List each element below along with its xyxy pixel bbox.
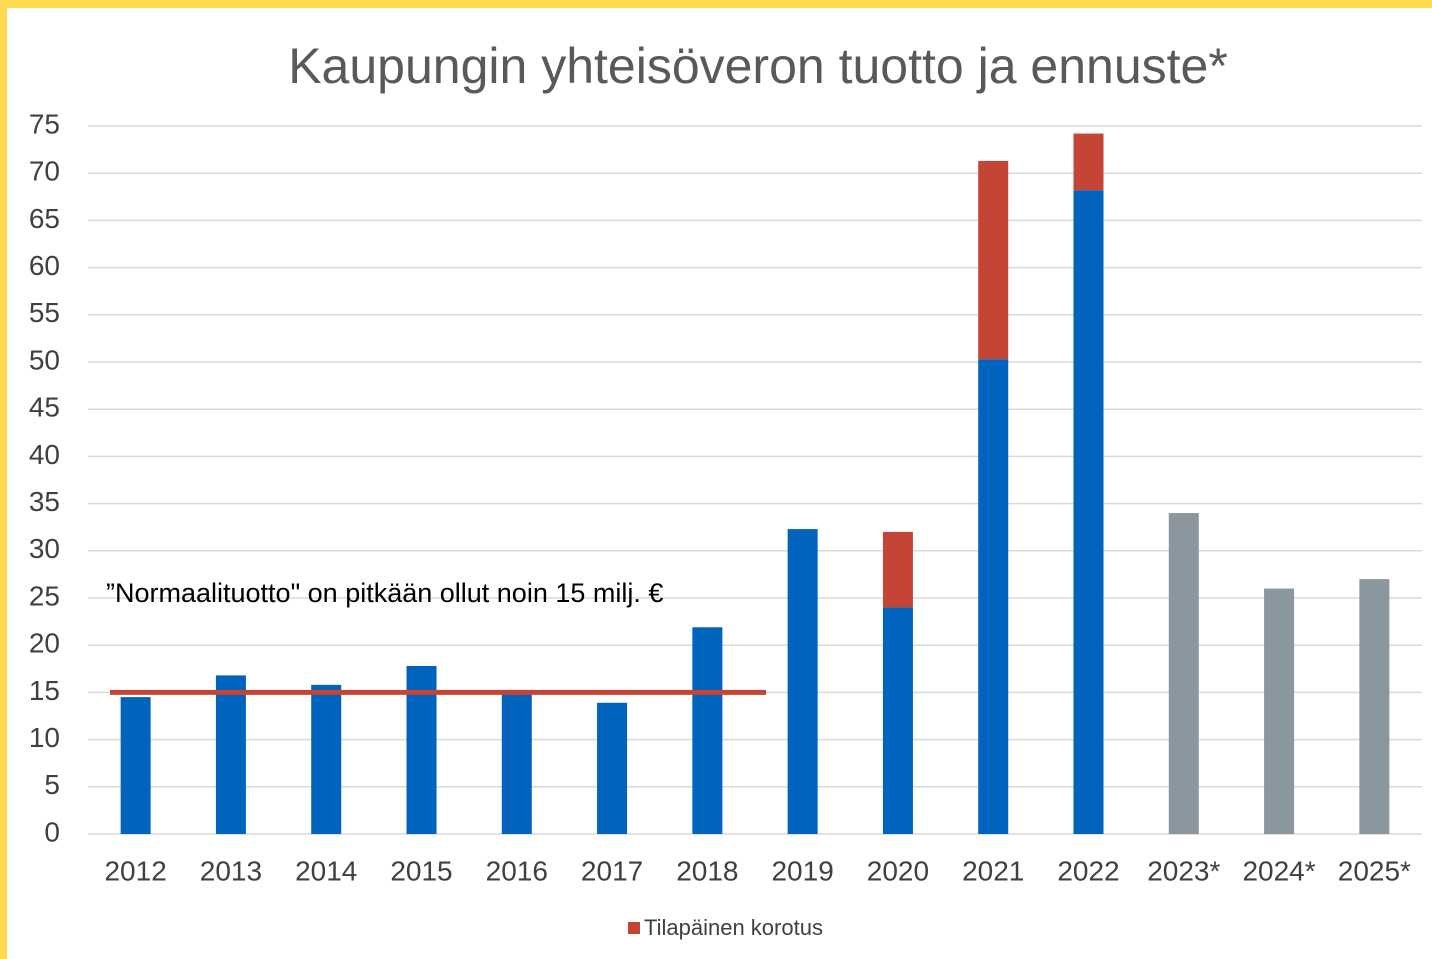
bar (692, 627, 723, 834)
x-tick-label: 2023* (1147, 855, 1220, 886)
bar (1264, 588, 1295, 834)
y-tick-label: 65 (29, 203, 60, 234)
legend-label: Tilapäinen korotus (644, 915, 823, 940)
y-tick-label: 0 (44, 816, 60, 847)
y-tick-label: 35 (29, 486, 60, 517)
y-tick-label: 10 (29, 722, 60, 753)
x-tick-label: 2022 (1057, 855, 1119, 886)
bar (978, 359, 1009, 834)
x-tick-label: 2013 (200, 855, 262, 886)
x-tick-label: 2014 (295, 855, 357, 886)
bar (120, 697, 151, 834)
x-tick-label: 2024* (1242, 855, 1315, 886)
y-tick-label: 60 (29, 250, 60, 281)
y-tick-label: 40 (29, 439, 60, 470)
y-tick-label: 5 (44, 769, 60, 800)
bar (501, 690, 532, 834)
x-tick-label: 2012 (104, 855, 166, 886)
x-tick-label: 2025* (1338, 855, 1411, 886)
bar (311, 684, 342, 834)
y-tick-label: 70 (29, 156, 60, 187)
frame-left (0, 0, 7, 959)
frame-top (0, 0, 1432, 8)
y-tick-label: 75 (29, 108, 60, 139)
y-tick-label: 15 (29, 675, 60, 706)
y-tick-label: 20 (29, 628, 60, 659)
bar (978, 160, 1009, 360)
y-tick-label: 30 (29, 533, 60, 564)
bar (1359, 579, 1390, 834)
x-tick-label: 2020 (867, 855, 929, 886)
x-tick-label: 2015 (390, 855, 452, 886)
x-tick-label: 2021 (962, 855, 1024, 886)
y-tick-label: 25 (29, 580, 60, 611)
legend-swatch (628, 922, 640, 934)
bar (1168, 513, 1199, 834)
x-tick-label: 2018 (676, 855, 738, 886)
bar (597, 702, 628, 834)
y-tick-label: 55 (29, 297, 60, 328)
bar (1073, 133, 1104, 191)
y-tick-label: 45 (29, 392, 60, 423)
chart-title: Kaupungin yhteisöveron tuotto ja ennuste… (288, 38, 1228, 94)
bar (215, 675, 246, 834)
y-tick-label: 50 (29, 344, 60, 375)
annotation: ”Normaalituotto" on pitkään ollut noin 1… (106, 578, 663, 608)
x-tick-label: 2016 (486, 855, 548, 886)
x-tick-label: 2019 (771, 855, 833, 886)
bar (882, 607, 913, 834)
bar (882, 531, 913, 608)
x-tick-label: 2017 (581, 855, 643, 886)
bar (787, 529, 818, 834)
bar (1073, 190, 1104, 834)
